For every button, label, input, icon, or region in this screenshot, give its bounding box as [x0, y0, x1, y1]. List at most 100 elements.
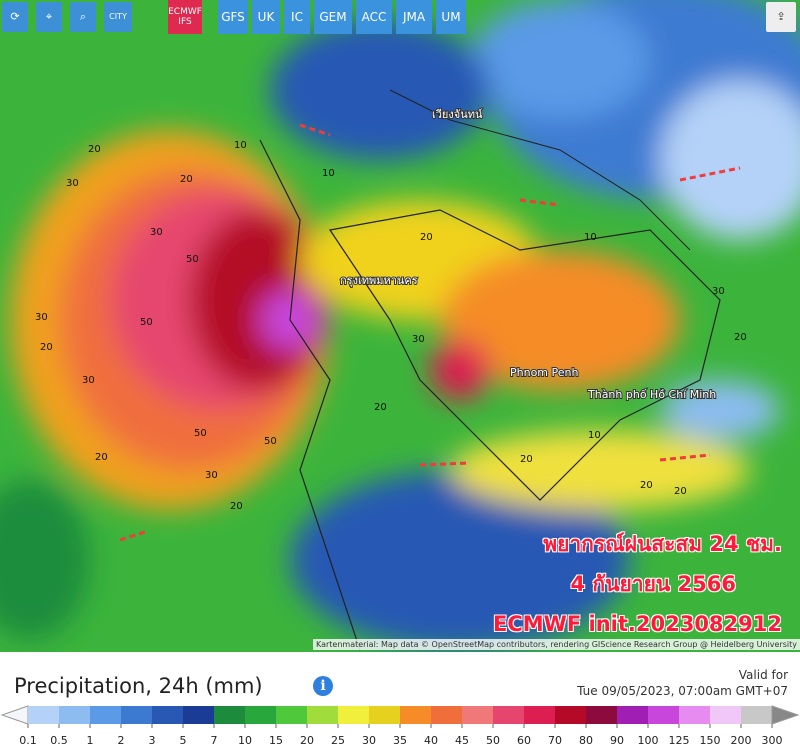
legend-panel: Precipitation, 24h (mm) i Valid for Tue …: [0, 652, 800, 751]
colorbar-tick-label: 2: [118, 734, 125, 747]
colorbar-tick-label: 100: [638, 734, 659, 747]
colorbar-tick-label: 3: [149, 734, 156, 747]
contour-label: 30: [150, 227, 163, 238]
info-button[interactable]: i: [313, 676, 333, 696]
share-button[interactable]: ⇪: [766, 2, 796, 32]
colorbar-bin: [28, 706, 59, 724]
colorbar-bin: [59, 706, 90, 724]
contour-label: 30: [712, 286, 725, 297]
colorbar-bin: [183, 706, 214, 724]
contour-label: 20: [734, 332, 747, 343]
contour-label: 20: [374, 402, 387, 413]
colorbar-tick-label: 200: [731, 734, 752, 747]
colorbar-bin: [214, 706, 245, 724]
contour-label: 20: [230, 501, 243, 512]
colorbar-arrow: [771, 705, 800, 725]
model-tab[interactable]: GFS: [218, 0, 248, 34]
colorbar-tick-label: 15: [269, 734, 283, 747]
contour-label: 20: [180, 174, 193, 185]
colorbar-bin: [493, 706, 524, 724]
colorbar-tick-label: 25: [331, 734, 345, 747]
legend-title: Precipitation, 24h (mm): [14, 674, 263, 698]
contour-label: 20: [674, 486, 687, 497]
colorbar-tick-label: 125: [669, 734, 690, 747]
colorbar-bin: [586, 706, 617, 724]
colorbar-tick-label: 80: [579, 734, 593, 747]
model-tab[interactable]: ECMWF IFS: [168, 0, 202, 34]
refresh-button[interactable]: ⟳: [2, 2, 28, 32]
model-tab[interactable]: UM: [436, 0, 466, 34]
colorbar-bin: [121, 706, 152, 724]
colorbar-tick-label: 150: [700, 734, 721, 747]
colorbar-tick-label: 20: [300, 734, 314, 747]
contour-label: 30: [35, 312, 48, 323]
colorbar-tick-label: 10: [238, 734, 252, 747]
colorbar-bin: [152, 706, 183, 724]
location-button[interactable]: ⌖: [36, 2, 62, 32]
attribution: Kartenmaterial: Map data © OpenStreetMap…: [312, 639, 800, 650]
contour-label: 30: [66, 178, 79, 189]
contour-label: 10: [234, 140, 247, 151]
model-tab[interactable]: IC: [284, 0, 310, 34]
colorbar-tick-label: 90: [610, 734, 624, 747]
colorbar-tick-label: 1: [87, 734, 94, 747]
colorbar-bin: [431, 706, 462, 724]
colorbar-tick-label: 35: [393, 734, 407, 747]
forecast-caption: พยากรณ์ฝนสะสม 24 ชม. 4 กันยายน 2566 ECMW…: [493, 524, 782, 644]
contour-label: 20: [40, 342, 53, 353]
valid-label: Valid for: [738, 668, 788, 682]
colorbar-bin: [369, 706, 400, 724]
colorbar-tick-label: 7: [211, 734, 218, 747]
colorbar-tick-label: 300: [762, 734, 783, 747]
zoom-button[interactable]: ⌕: [70, 2, 96, 32]
contour-label: 20: [95, 452, 108, 463]
colorbar-bin: [90, 706, 121, 724]
colorbar-bin: [338, 706, 369, 724]
contour-label: 20: [520, 454, 533, 465]
contour-label: 50: [186, 254, 199, 265]
colorbar-bin: [648, 706, 679, 724]
colorbar-bin: [307, 706, 338, 724]
contour-label: 10: [588, 430, 601, 441]
valid-time: Tue 09/05/2023, 07:00am GMT+07: [577, 684, 788, 698]
contour-label: 50: [140, 317, 153, 328]
contour-label: 50: [194, 428, 207, 439]
city-button[interactable]: CITY: [104, 2, 132, 32]
colorbar-tick-label: 60: [517, 734, 531, 747]
colorbar-tick-label: 5: [180, 734, 187, 747]
color-bar: 0.1 0.5 1 2 3 5 7 10 15 20 25 30 35 40 45 50 60 70 80 90 100…: [0, 705, 800, 747]
caption-line: ECMWF init.2023082912: [493, 612, 782, 636]
model-tab[interactable]: GEM: [314, 0, 352, 34]
place-label: Thành phố Hồ Chí Minh: [587, 388, 716, 401]
colorbar-bin: [679, 706, 710, 724]
colorbar-tick-label: 0.1: [19, 734, 37, 747]
contour-label: 30: [205, 470, 218, 481]
contour-label: 30: [82, 375, 95, 386]
colorbar-tick-label: 70: [548, 734, 562, 747]
contour-label: 20: [88, 144, 101, 155]
contour-label: 10: [584, 232, 597, 243]
colorbar-bin: [617, 706, 648, 724]
contour-label: 30: [412, 334, 425, 345]
contour-label: 20: [640, 480, 653, 491]
colorbar-bin: [741, 706, 772, 724]
colorbar-bin: [276, 706, 307, 724]
model-tab[interactable]: JMA: [396, 0, 432, 34]
place-label: กรุงเทพมหานคร: [340, 274, 418, 287]
model-tab[interactable]: UK: [252, 0, 280, 34]
colorbar-arrow: [0, 705, 29, 725]
colorbar-bin: [245, 706, 276, 724]
precipitation-map: Phnom Penh Thành phố Hồ Chí Minh กรุงเทพมห…: [0, 0, 800, 652]
colorbar-tick-label: 0.5: [50, 734, 68, 747]
model-tab[interactable]: ACC: [356, 0, 392, 34]
caption-line: พยากรณ์ฝนสะสม 24 ชม.: [543, 532, 782, 556]
colorbar-tick-label: 50: [486, 734, 500, 747]
colorbar-tick-label: 45: [455, 734, 469, 747]
caption-line: 4 กันยายน 2566: [570, 572, 736, 596]
colorbar-bin: [555, 706, 586, 724]
contour-label: 10: [322, 168, 335, 179]
colorbar-bin: [462, 706, 493, 724]
place-label: Phnom Penh: [510, 366, 578, 379]
contour-label: 20: [420, 232, 433, 243]
